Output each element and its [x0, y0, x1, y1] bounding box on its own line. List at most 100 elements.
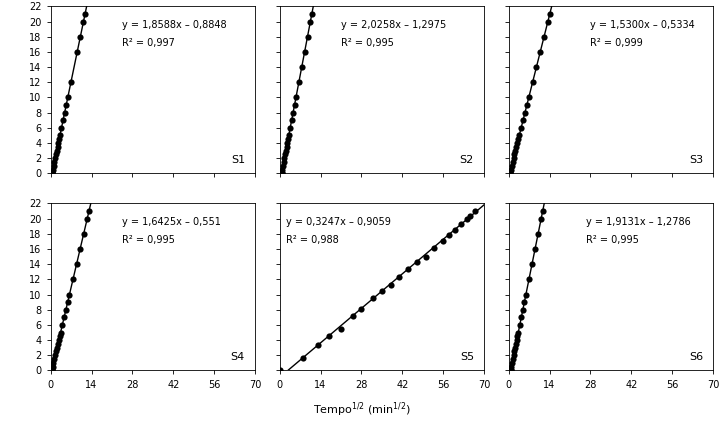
Point [505, 367, 516, 374]
Point [293, 79, 305, 85]
Point [281, 144, 292, 150]
Point [302, 33, 313, 40]
Point [505, 166, 516, 173]
Point [538, 33, 550, 40]
Point [510, 344, 521, 351]
Point [49, 155, 61, 162]
Point [52, 144, 64, 150]
Point [510, 147, 521, 154]
Point [305, 18, 316, 25]
Point [278, 159, 290, 165]
Point [280, 147, 292, 154]
Point [51, 344, 63, 351]
Point [506, 163, 518, 169]
Point [513, 329, 524, 336]
Point [49, 356, 60, 362]
Point [46, 170, 58, 177]
Point [46, 367, 57, 374]
Point [75, 33, 86, 40]
Point [306, 11, 318, 17]
Text: R² = 0,988: R² = 0,988 [286, 235, 339, 245]
Point [287, 109, 299, 116]
Text: Tempo$^{1/2}$ (min$^{1/2}$): Tempo$^{1/2}$ (min$^{1/2}$) [313, 400, 411, 419]
Point [504, 170, 515, 177]
Point [59, 109, 70, 116]
Point [57, 117, 69, 124]
Point [276, 170, 287, 177]
Point [54, 132, 66, 139]
Point [544, 11, 555, 17]
Point [290, 94, 302, 101]
Point [515, 125, 527, 131]
Point [285, 125, 296, 131]
Text: S6: S6 [689, 352, 703, 362]
Point [81, 215, 93, 222]
Point [523, 94, 534, 101]
Point [507, 159, 518, 165]
Point [443, 231, 455, 238]
Point [62, 94, 74, 101]
Point [376, 288, 388, 294]
Point [464, 212, 476, 219]
Point [460, 216, 472, 223]
Point [299, 48, 311, 55]
Text: S3: S3 [689, 155, 703, 165]
Point [411, 258, 423, 265]
Point [509, 348, 521, 355]
Text: R² = 0,999: R² = 0,999 [591, 38, 643, 48]
Point [532, 230, 544, 237]
Point [508, 155, 519, 162]
Point [78, 230, 90, 237]
Point [542, 18, 554, 25]
Point [277, 163, 289, 169]
Text: R² = 0,995: R² = 0,995 [586, 235, 639, 245]
Point [507, 356, 518, 362]
Point [46, 170, 58, 177]
Point [51, 147, 62, 154]
Point [510, 144, 522, 150]
Point [282, 136, 294, 143]
Point [276, 170, 287, 177]
Text: y = 1,9131x – 1,2786: y = 1,9131x – 1,2786 [586, 217, 691, 227]
Point [282, 140, 293, 147]
Point [72, 48, 83, 55]
Point [512, 333, 523, 340]
Point [449, 226, 460, 233]
Point [518, 299, 530, 306]
Point [529, 245, 541, 252]
Point [286, 117, 298, 124]
Point [324, 333, 335, 340]
Point [535, 215, 547, 222]
Point [279, 155, 290, 162]
Point [279, 151, 291, 158]
Text: R² = 0,997: R² = 0,997 [122, 38, 175, 48]
Point [53, 337, 64, 344]
Text: y = 1,8588x – 0,8848: y = 1,8588x – 0,8848 [122, 20, 227, 29]
Point [47, 166, 59, 173]
Point [504, 170, 515, 177]
Point [515, 314, 527, 321]
Point [49, 159, 60, 165]
Point [511, 337, 523, 344]
Point [534, 48, 546, 55]
Point [347, 312, 358, 319]
Point [455, 221, 466, 227]
Point [298, 354, 309, 361]
Text: y = 1,5300x – 0,5334: y = 1,5300x – 0,5334 [591, 20, 695, 29]
Text: R² = 0,995: R² = 0,995 [122, 235, 175, 245]
Point [52, 341, 64, 347]
Point [508, 352, 520, 359]
Point [519, 109, 531, 116]
Point [335, 325, 347, 332]
Point [514, 322, 526, 328]
Text: y = 2,0258x – 1,2975: y = 2,0258x – 1,2975 [341, 20, 446, 29]
Point [513, 132, 525, 139]
Point [62, 299, 73, 306]
Point [510, 341, 522, 347]
Point [385, 281, 397, 288]
Point [403, 266, 414, 273]
Point [531, 64, 542, 70]
Point [55, 329, 67, 336]
Point [509, 151, 521, 158]
Point [49, 352, 61, 359]
